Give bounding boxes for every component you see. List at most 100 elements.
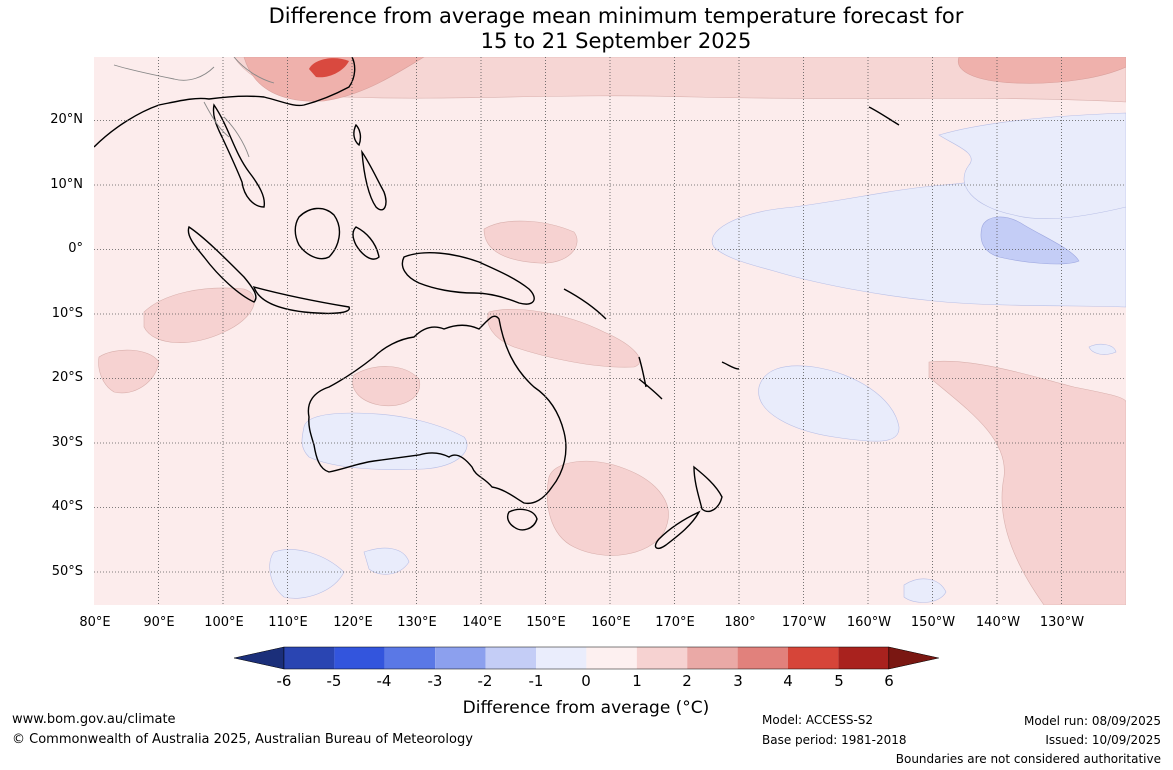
lon-label-160w: 160°W	[846, 615, 892, 630]
colorbar-tick: 1	[632, 672, 642, 690]
new-guinea-coast	[401, 252, 535, 305]
colorbar-swatch	[334, 647, 385, 669]
lon-label-150e: 150°E	[526, 615, 566, 630]
colorbar-extend-low	[234, 646, 285, 670]
colorbar-swatch	[435, 647, 486, 669]
cool-anomaly-north-pacific	[938, 112, 1126, 219]
cool-anomaly-south-pacific	[758, 365, 900, 442]
warm-anomaly-southeast-pacific	[928, 360, 1126, 605]
colorbar-tick: -3	[427, 672, 443, 690]
model-text: Model: ACCESS-S2	[762, 713, 874, 727]
website-link[interactable]: www.bom.gov.au/climate	[12, 712, 176, 727]
lon-label-130w: 130°W	[1039, 615, 1085, 630]
forecast-map	[94, 57, 1126, 605]
indochina-coast	[212, 103, 266, 208]
lon-label-170e: 170°E	[655, 615, 695, 630]
lat-label-20s: 20°S	[51, 370, 83, 385]
new-zealand-north-coast	[693, 465, 723, 513]
cool-anomaly-small-1	[1088, 343, 1117, 355]
lon-label-130e: 130°E	[397, 615, 437, 630]
lon-label-110e: 110°E	[268, 615, 308, 630]
title-line-2: 15 to 21 September 2025	[480, 29, 752, 53]
issued-text: Issued: 10/09/2025	[1045, 733, 1161, 747]
warm-anomaly-indian-ocean	[143, 287, 255, 343]
lon-label-150w: 150°W	[910, 615, 956, 630]
colorbar-swatch	[838, 647, 889, 669]
warm-anomaly-west	[98, 349, 160, 394]
map-title: Difference from average mean minimum tem…	[0, 4, 1173, 54]
sumatra-coast	[187, 225, 257, 303]
tasmania-coast	[506, 508, 538, 531]
colorbar-swatch	[636, 647, 688, 669]
colorbar-label: Difference from average (°C)	[462, 698, 710, 718]
asia-mainland-coast	[94, 57, 356, 148]
map-gridlines	[94, 57, 1126, 605]
fiji-islands	[721, 361, 740, 370]
colorbar-tick: 6	[884, 672, 894, 690]
warm-anomaly-tasman	[546, 460, 669, 556]
lat-label-30s: 30°S	[51, 435, 83, 450]
lat-label-50s: 50°S	[51, 564, 83, 579]
cool-anomaly-southern-ocean	[269, 549, 345, 599]
colorbar-tick: -1	[528, 672, 544, 690]
copyright-text: © Commonwealth of Australia 2025, Austra…	[12, 732, 473, 747]
australia-coast	[307, 315, 567, 505]
colorbar	[234, 646, 939, 670]
colorbar-tick: -4	[376, 672, 392, 690]
colorbar-frame	[283, 646, 890, 670]
lat-label-0: 0°	[68, 241, 83, 256]
colorbar-tick: 4	[783, 672, 793, 690]
colorbar-swatch	[384, 647, 436, 669]
map-canvas	[94, 57, 1126, 605]
colorbar-tick: 0	[581, 672, 591, 690]
base-period-text: Base period: 1981-2018	[762, 733, 907, 747]
java-coast	[252, 285, 350, 315]
colorbar-swatch	[284, 647, 335, 669]
lat-label-10s: 10°S	[51, 306, 83, 321]
solomon-islands	[563, 288, 607, 320]
colorbar-tick: -2	[477, 672, 493, 690]
lon-label-140w: 140°W	[975, 615, 1021, 630]
colorbar-swatch	[788, 647, 839, 669]
hot-anomaly-core	[309, 58, 349, 78]
lat-label-10n: 10°N	[50, 177, 83, 192]
hawaii-islands	[868, 106, 900, 126]
colorbar-swatch	[687, 647, 738, 669]
new-zealand-south-coast	[654, 510, 701, 549]
lon-label-120e: 120°E	[333, 615, 373, 630]
title-line-1: Difference from average mean minimum tem…	[268, 4, 964, 28]
warm-anomaly-east-asia	[243, 57, 425, 102]
lat-label-40s: 40°S	[51, 499, 83, 514]
warm-anomaly-northeast	[957, 57, 1126, 84]
colorbar-tick: 5	[834, 672, 844, 690]
sulawesi-coast	[352, 226, 380, 260]
colorbar-swatch	[536, 647, 587, 669]
disclaimer-text: Boundaries are not considered authoritat…	[895, 752, 1161, 766]
colorbar-tick: -5	[326, 672, 342, 690]
colorbar-swatch	[485, 647, 536, 669]
colorbar-swatch	[737, 647, 788, 669]
colorbar-tick: 3	[733, 672, 743, 690]
model-run-text: Model run: 08/09/2025	[1023, 714, 1161, 728]
colorbar-tick: 2	[682, 672, 692, 690]
lon-label-170w: 170°W	[781, 615, 827, 630]
cool-anomaly-small-2	[903, 578, 947, 603]
new-caledonia	[638, 378, 663, 400]
cool-anomaly-core	[980, 216, 1080, 265]
coastlines	[94, 57, 900, 549]
cool-anomaly-southern-ocean-2	[363, 547, 410, 575]
warm-anomaly-central-australia	[352, 366, 421, 407]
warm-anomaly-new-guinea	[483, 220, 578, 264]
colorbar-tick: -6	[276, 672, 292, 690]
lon-label-80e: 80°E	[79, 615, 111, 630]
lon-label-140e: 140°E	[462, 615, 502, 630]
lon-label-90e: 90°E	[143, 615, 175, 630]
country-borders	[113, 57, 275, 158]
taiwan-coast	[353, 123, 362, 147]
colorbar-extend-high	[888, 646, 939, 670]
colorbar-swatch	[586, 647, 637, 669]
lon-label-100e: 100°E	[204, 615, 244, 630]
lat-label-20n: 20°N	[50, 112, 83, 127]
lon-label-180: 180°	[724, 615, 756, 630]
lon-label-160e: 160°E	[591, 615, 631, 630]
